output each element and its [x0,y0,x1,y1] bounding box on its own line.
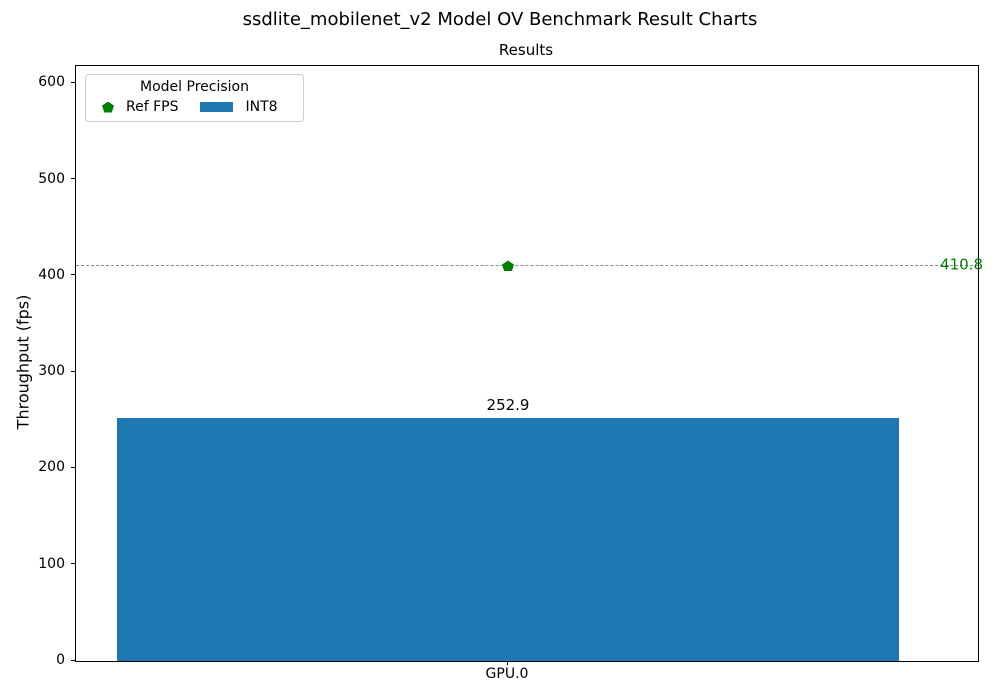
pentagon-marker-icon [502,260,514,272]
int8-bar [117,417,899,661]
bar-value-label: 252.9 [486,395,530,414]
y-tick-mark [71,178,75,180]
legend-title: Model Precision [140,79,249,95]
y-tick-label: 0 [56,652,65,668]
legend: Model Precision Ref FPS INT8 [85,74,304,122]
y-axis: 0 100 200 300 400 500 600 [0,65,75,668]
y-tick-mark [71,274,75,276]
y-tick-mark [71,659,75,661]
figure-title: ssdlite_mobilenet_v2 Model OV Benchmark … [242,9,758,30]
y-tick-label: 200 [38,459,65,476]
y-tick-label: 600 [38,74,65,91]
y-tick-label: 100 [38,555,65,572]
legend-pentagon-icon [102,101,114,113]
y-tick-mark [71,370,75,372]
axes-title: Results [498,41,554,59]
y-tick-mark [71,563,75,565]
y-tick-mark [71,466,75,468]
y-tick-mark [71,81,75,83]
legend-row: Ref FPS INT8 [86,99,303,115]
x-tick-label: GPU.0 [485,666,529,682]
ref-fps-dashed-line [76,265,978,267]
legend-label-int8: INT8 [245,99,278,115]
ref-value-label: 410.8 [940,256,983,275]
x-tick-mark [507,661,508,665]
y-tick-label: 300 [38,363,65,380]
y-tick-label: 500 [38,170,65,187]
legend-int8-swatch [200,102,234,112]
plot-area: 252.9 410.8 Model Precision Ref FPS INT8 [75,65,983,662]
y-tick-label: 400 [38,266,65,283]
legend-label-ref-fps: Ref FPS [126,99,179,115]
